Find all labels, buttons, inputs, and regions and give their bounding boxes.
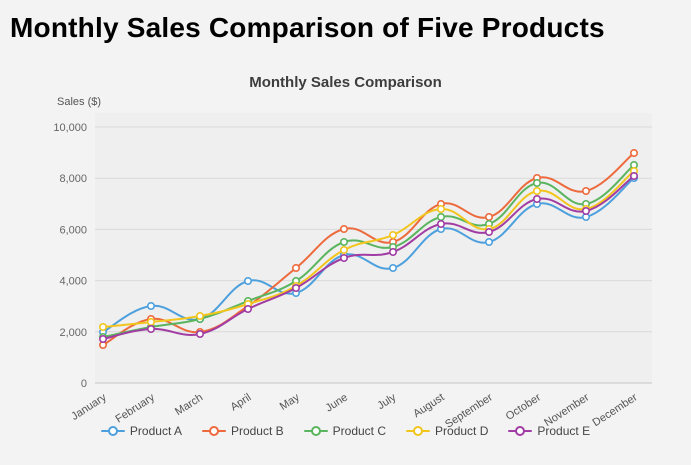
y-axis-name: Sales ($) bbox=[57, 96, 102, 108]
legend-marker-icon bbox=[406, 426, 431, 436]
data-point bbox=[147, 324, 156, 333]
x-tick-label: April bbox=[228, 391, 253, 413]
data-point bbox=[436, 213, 445, 222]
chart-title: Monthly Sales Comparison bbox=[249, 74, 442, 91]
sales-line-chart: 0 2,000 4,000 6,000 8,000 10,000 January Februa… bbox=[53, 113, 652, 431]
plot-area bbox=[95, 113, 652, 383]
data-point bbox=[244, 277, 253, 286]
data-point bbox=[581, 187, 590, 196]
data-point bbox=[339, 246, 348, 255]
data-point bbox=[291, 284, 300, 293]
data-point bbox=[388, 248, 397, 257]
data-point bbox=[339, 238, 348, 247]
data-point bbox=[339, 225, 348, 234]
x-tick-label: August bbox=[411, 391, 446, 420]
data-point bbox=[147, 317, 156, 326]
y-tick-label: 8,000 bbox=[59, 173, 87, 185]
x-tick-label: May bbox=[278, 391, 302, 413]
data-point bbox=[99, 334, 108, 343]
data-point bbox=[388, 231, 397, 240]
data-point bbox=[436, 205, 445, 214]
y-tick-label: 0 bbox=[81, 378, 87, 390]
legend-item-product-b[interactable]: Product B bbox=[201, 424, 284, 438]
legend-label: Product C bbox=[332, 424, 387, 438]
legend-marker-icon bbox=[303, 426, 328, 436]
data-point bbox=[196, 329, 205, 338]
page-title: Monthly Sales Comparison of Five Product… bbox=[10, 12, 605, 43]
legend-marker-icon bbox=[100, 426, 125, 436]
data-point bbox=[532, 187, 541, 196]
legend-label: Product B bbox=[230, 424, 284, 438]
y-tick-label: 6,000 bbox=[59, 224, 87, 236]
data-point bbox=[629, 172, 638, 181]
data-point bbox=[147, 302, 156, 311]
data-point bbox=[629, 149, 638, 158]
legend-item-product-d[interactable]: Product D bbox=[406, 424, 488, 438]
legend-label: Product A bbox=[129, 424, 182, 438]
legend-item-product-c[interactable]: Product C bbox=[303, 424, 387, 438]
data-point bbox=[388, 264, 397, 273]
legend-marker-icon bbox=[508, 426, 533, 436]
series-product-e bbox=[99, 172, 638, 343]
data-point bbox=[484, 213, 493, 222]
x-tick-label: March bbox=[173, 391, 205, 418]
x-tick-label: October bbox=[504, 391, 544, 423]
data-point bbox=[291, 264, 300, 273]
legend-label: Product E bbox=[537, 424, 591, 438]
legend-label: Product D bbox=[435, 424, 489, 438]
data-point bbox=[532, 179, 541, 188]
data-point bbox=[532, 195, 541, 204]
data-point bbox=[196, 311, 205, 320]
chart-legend: Product A Product B Product C Product D Prod… bbox=[0, 424, 691, 438]
x-tick-label: June bbox=[323, 391, 350, 414]
x-tick-label: July bbox=[375, 391, 398, 412]
data-point bbox=[436, 220, 445, 229]
data-point bbox=[484, 238, 493, 247]
x-tick-label: February bbox=[113, 391, 157, 425]
data-point bbox=[99, 322, 108, 331]
data-point bbox=[581, 207, 590, 216]
legend-marker-icon bbox=[201, 426, 226, 436]
data-point bbox=[484, 228, 493, 237]
x-tick-label: January bbox=[69, 391, 109, 423]
legend-item-product-a[interactable]: Product A bbox=[100, 424, 182, 438]
legend-item-product-e[interactable]: Product E bbox=[508, 424, 590, 438]
data-point bbox=[339, 254, 348, 263]
y-tick-label: 2,000 bbox=[59, 327, 87, 339]
y-tick-label: 10,000 bbox=[53, 122, 87, 134]
data-point bbox=[244, 305, 253, 314]
y-tick-label: 4,000 bbox=[59, 276, 87, 288]
